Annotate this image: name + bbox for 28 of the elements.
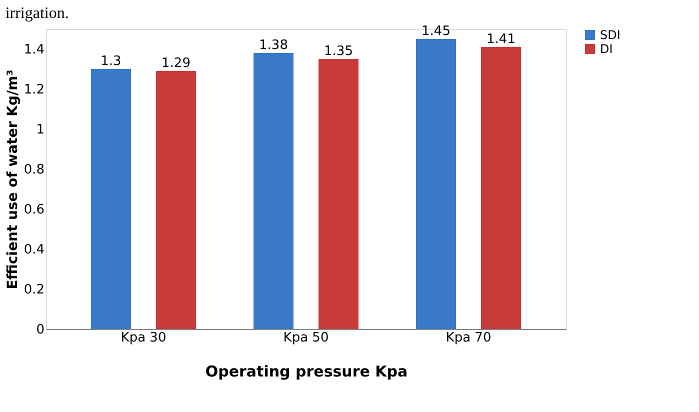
bar xyxy=(254,53,294,329)
x-tick-label: Kpa 50 xyxy=(283,330,329,346)
data-label: 1.29 xyxy=(162,56,190,71)
x-axis-title: Operating pressure Kpa xyxy=(205,362,408,380)
y-tick-label: 0 xyxy=(36,322,44,338)
data-label: 1.35 xyxy=(324,44,353,59)
bar xyxy=(91,69,131,329)
y-tick-label: 0.4 xyxy=(24,242,44,258)
legend-label: DI xyxy=(600,42,613,56)
y-tick-label: 0.6 xyxy=(24,202,44,218)
data-label: 1.41 xyxy=(486,32,516,47)
y-tick-label: 1.4 xyxy=(24,42,44,58)
text: irrigation. xyxy=(5,5,69,22)
bar xyxy=(156,71,196,329)
data-label: 1.38 xyxy=(259,38,288,53)
y-tick-label: 1 xyxy=(36,122,44,138)
bar xyxy=(318,59,358,329)
legend-label: SDI xyxy=(600,28,620,42)
y-axis-title: Efficient use of water Kg/m³ xyxy=(4,70,21,290)
y-tick-label: 0.2 xyxy=(24,282,44,298)
x-tick-label: Kpa 30 xyxy=(120,330,166,346)
bar xyxy=(416,39,456,329)
y-tick-label: 0.8 xyxy=(24,162,44,178)
bar xyxy=(481,47,521,329)
y-tick-label: 1.2 xyxy=(24,82,44,98)
x-tick-label: Kpa 70 xyxy=(446,330,492,346)
data-label: 1.3 xyxy=(100,54,122,69)
data-label: 1.45 xyxy=(422,24,450,39)
